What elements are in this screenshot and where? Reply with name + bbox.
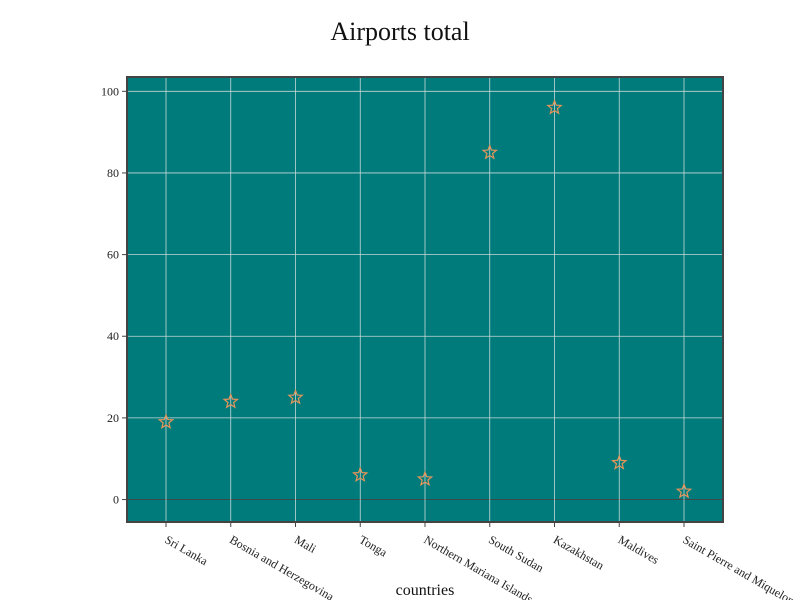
x-tick-label: Saint Pierre and Miquelon bbox=[681, 532, 797, 600]
gridlines bbox=[127, 77, 723, 522]
y-tick-label: 100 bbox=[101, 84, 119, 98]
y-tick-label: 20 bbox=[107, 411, 119, 425]
y-axis: 0 20 40 60 80 100 bbox=[101, 84, 127, 507]
data-point-star bbox=[611, 454, 628, 470]
y-tick-label: 80 bbox=[107, 166, 119, 180]
x-tick-label: Mali bbox=[292, 532, 319, 556]
data-point-star bbox=[222, 392, 239, 409]
y-tick-label: 60 bbox=[107, 248, 119, 262]
x-tick-label: Bosnia and Herzegovina bbox=[227, 532, 337, 600]
x-tick-label: Sri Lanka bbox=[163, 532, 211, 568]
data-point-star bbox=[675, 482, 693, 499]
chart-title: Airports total bbox=[330, 17, 469, 46]
data-point-star bbox=[352, 466, 369, 483]
x-axis-label: countries bbox=[396, 582, 455, 599]
data-point-star bbox=[416, 470, 434, 487]
data-point-star bbox=[157, 413, 175, 429]
x-tick-label: Kazakhstan bbox=[551, 532, 606, 572]
y-tick-label: 0 bbox=[113, 493, 119, 507]
x-tick-label: South Sudan bbox=[486, 532, 546, 575]
y-tick-label: 40 bbox=[107, 329, 119, 343]
data-points bbox=[157, 98, 693, 499]
data-point-star bbox=[481, 143, 498, 160]
data-point-star bbox=[287, 388, 304, 405]
data-point-star bbox=[546, 98, 563, 115]
plot-frame bbox=[126, 76, 724, 523]
x-tick-label: Maldives bbox=[616, 532, 662, 567]
x-tick-label: Tonga bbox=[357, 532, 390, 559]
